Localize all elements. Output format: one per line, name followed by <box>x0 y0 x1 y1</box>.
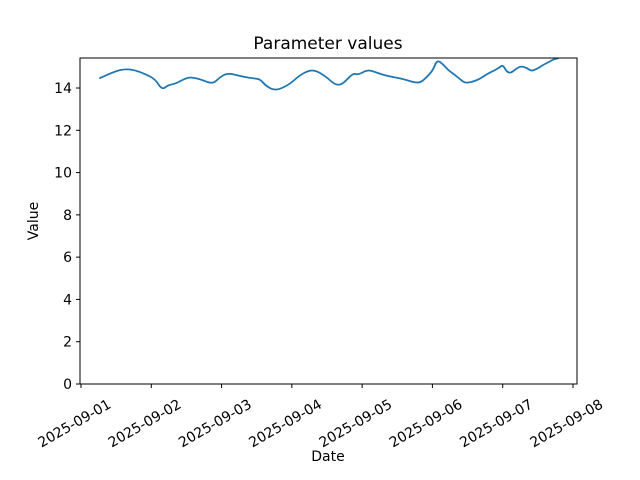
x-tick-label: 2025-09-03 <box>176 397 254 452</box>
x-tick-label: 2025-09-06 <box>387 397 466 452</box>
x-tick-label: 2025-09-04 <box>246 397 325 452</box>
chart-title: Parameter values <box>253 34 402 54</box>
y-tick-label: 4 <box>63 292 72 308</box>
y-axis-label: Value <box>26 202 42 240</box>
data-series <box>99 57 559 91</box>
y-tick-label: 8 <box>63 208 72 224</box>
y-tick-label: 12 <box>54 123 72 139</box>
data-line <box>99 57 559 91</box>
x-tick-label: 2025-09-02 <box>106 397 184 452</box>
y-tick-label: 2 <box>63 335 72 351</box>
y-tick-label: 6 <box>63 250 72 266</box>
axis-ticks: 024681012142025-09-012025-09-022025-09-0… <box>36 81 606 451</box>
x-tick-label: 2025-09-08 <box>528 397 606 452</box>
x-axis-label: Date <box>311 449 344 465</box>
x-tick-label: 2025-09-05 <box>317 397 395 452</box>
x-tick-label: 2025-09-07 <box>457 397 535 452</box>
y-tick-label: 0 <box>63 377 72 393</box>
y-tick-label: 10 <box>54 166 72 182</box>
y-tick-label: 14 <box>54 81 72 97</box>
plot-border <box>79 57 578 385</box>
x-tick-label: 2025-09-01 <box>36 397 114 452</box>
